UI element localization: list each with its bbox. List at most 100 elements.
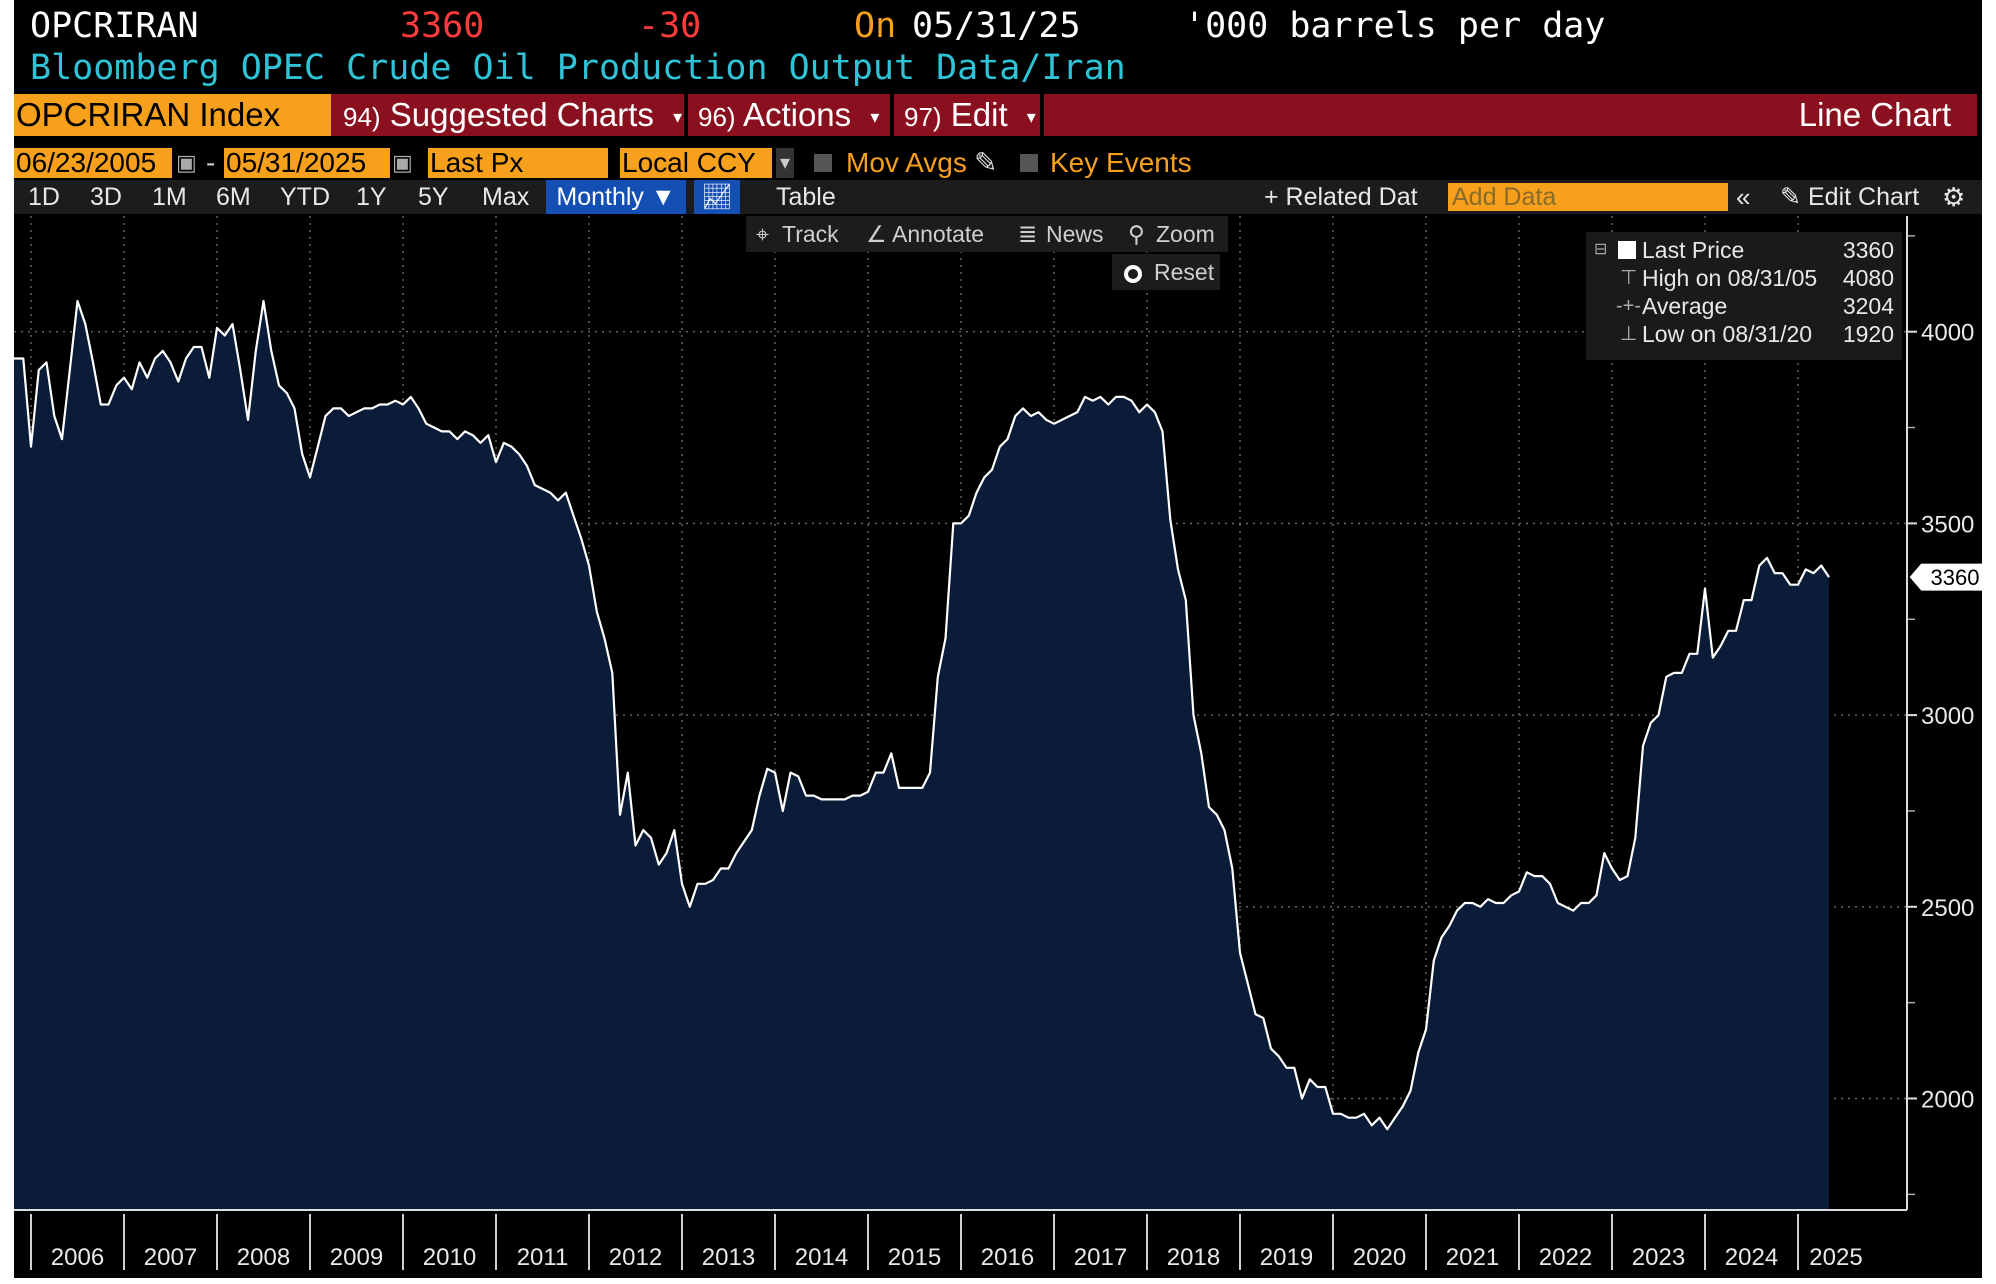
- header-row: OPCRIRAN 3360 -30 On 05/31/25 '000 barre…: [14, 6, 1982, 50]
- menu-label: Edit: [950, 96, 1008, 133]
- menu-label: Suggested Charts: [389, 96, 654, 133]
- key-events-label: Key Events: [1050, 147, 1192, 178]
- legend-high: ⊤ High on 08/31/05 4080: [1620, 265, 1894, 291]
- line-chart[interactable]: 2000 2500 3000 3500 4000 2006 2007 2008 2009 2010…: [14, 0, 1982, 1278]
- ticker-symbol: OPCRIRAN: [30, 6, 199, 46]
- news-tool[interactable]: News: [1046, 221, 1104, 247]
- menu-separator: [684, 94, 688, 136]
- period-6m[interactable]: 6M: [216, 183, 251, 211]
- menu-separator: [890, 94, 894, 136]
- menu-label: Actions: [742, 96, 852, 133]
- period-1d[interactable]: 1D: [28, 183, 60, 211]
- price-area: [14, 301, 1829, 1210]
- crosshair-icon: ⌖: [756, 221, 769, 247]
- x-tick-label: 2025: [1809, 1244, 1862, 1271]
- x-tick-label: 2013: [702, 1244, 755, 1271]
- mov-avgs-checkbox[interactable]: [814, 154, 832, 172]
- y-tick-label: 2500: [1921, 895, 1974, 922]
- y-tick-label: 3500: [1921, 511, 1974, 538]
- news-icon: ≣: [1018, 221, 1038, 247]
- x-tick-label: 2017: [1074, 1244, 1127, 1271]
- period-1y[interactable]: 1Y: [356, 183, 387, 211]
- last-value-tag: [1908, 562, 1982, 592]
- reset-label: Reset: [1154, 259, 1215, 285]
- suggested-charts-menu[interactable]: 94) Suggested Charts ▾: [343, 94, 682, 136]
- last-value: 3360: [400, 6, 485, 46]
- legend-last-price: ⊟ Last Price 3360: [1594, 237, 1894, 263]
- track-tool[interactable]: Track: [782, 221, 839, 247]
- date-range-dash: -: [206, 147, 216, 178]
- start-date-field[interactable]: 06/23/2005: [14, 148, 172, 178]
- add-data-input[interactable]: Add Data: [1448, 183, 1728, 211]
- currency-selector[interactable]: Local CCY: [620, 148, 772, 178]
- x-tick-label: 2011: [517, 1244, 569, 1271]
- menu-number: 94): [343, 102, 381, 132]
- period-1m[interactable]: 1M: [152, 183, 187, 211]
- average-marker-icon: -+-: [1616, 295, 1641, 317]
- calendar-icon[interactable]: ▣: [176, 150, 197, 175]
- annotate-icon: ∠: [866, 221, 887, 247]
- gear-icon[interactable]: ⚙: [1942, 182, 1966, 212]
- chart-tools: ⌖ Track ∠ Annotate ≣ News ⚲ Zoom: [746, 216, 1228, 252]
- period-3d[interactable]: 3D: [90, 183, 122, 211]
- chart-axes: 2000 2500 3000 3500 4000 2006 2007 2008 2009 2010…: [14, 216, 1982, 1271]
- x-tick-label: 2021: [1446, 1244, 1499, 1271]
- caret-down-icon: ▾: [673, 107, 683, 128]
- period-max[interactable]: Max: [482, 183, 530, 211]
- menu-separator: [1040, 94, 1044, 136]
- y-tick-label: 3000: [1921, 703, 1974, 730]
- y-tick-label: 4000: [1921, 320, 1974, 347]
- x-tick-label: 2009: [330, 1244, 383, 1271]
- legend-low: ⊥ Low on 08/31/20 1920: [1620, 321, 1894, 347]
- mov-avgs-label: Mov Avgs: [846, 147, 967, 178]
- high-marker-icon: ⊤: [1620, 267, 1638, 289]
- series-swatch: [1618, 241, 1636, 259]
- pencil-icon[interactable]: ✎: [974, 147, 998, 178]
- bloomberg-terminal-window: 2000 2500 3000 3500 4000 2006 2007 2008 2009 2010…: [14, 0, 1982, 1278]
- caret-down-icon: ▾: [870, 107, 880, 128]
- edit-menu[interactable]: 97) Edit ▾: [904, 94, 1036, 136]
- x-tick-label: 2022: [1539, 1244, 1592, 1271]
- period-ytd[interactable]: YTD: [280, 183, 330, 211]
- edit-chart-button[interactable]: Edit Chart: [1808, 183, 1920, 211]
- collapse-legend-icon[interactable]: ⊟: [1594, 241, 1608, 258]
- period-5y[interactable]: 5Y: [418, 183, 449, 211]
- security-field[interactable]: OPCRIRAN Index: [14, 94, 331, 136]
- chart-type-label[interactable]: Line Chart: [1798, 96, 1951, 133]
- x-tick-label: 2023: [1632, 1244, 1685, 1271]
- field-selector[interactable]: Last Px: [428, 148, 608, 178]
- x-tick-label: 2010: [423, 1244, 476, 1271]
- low-marker-icon: ⊥: [1620, 323, 1638, 345]
- related-data-button[interactable]: + Related Dat: [1264, 183, 1418, 211]
- actions-menu[interactable]: 96) Actions ▾: [698, 94, 879, 136]
- collapse-icon[interactable]: «: [1736, 182, 1751, 212]
- x-tick-label: 2015: [888, 1244, 941, 1271]
- magnifier-icon: ⚲: [1128, 221, 1145, 247]
- table-button[interactable]: Table: [776, 183, 836, 211]
- menu-number: 97): [904, 102, 942, 132]
- zoom-tool[interactable]: Zoom: [1156, 221, 1215, 247]
- x-tick-label: 2019: [1260, 1244, 1313, 1271]
- reset-button[interactable]: Reset: [1112, 254, 1220, 290]
- annotate-tool[interactable]: Annotate: [892, 221, 985, 247]
- frequency-dropdown[interactable]: Monthly ▼: [546, 180, 686, 214]
- end-date-field[interactable]: 05/31/2025: [224, 148, 390, 178]
- price-line: [14, 299, 1830, 1131]
- currency-dropdown-icon[interactable]: ▾: [776, 148, 795, 178]
- reset-icon: [1124, 264, 1142, 283]
- x-tick-label: 2020: [1353, 1244, 1406, 1271]
- x-tick-label: 2008: [237, 1244, 290, 1271]
- pencil-icon[interactable]: ✎: [1780, 183, 1801, 211]
- y-tick-label: 2000: [1921, 1087, 1974, 1114]
- calendar-icon[interactable]: ▣: [392, 150, 413, 175]
- units-label: '000 barrels per day: [1184, 6, 1606, 46]
- x-tick-label: 2018: [1167, 1244, 1220, 1271]
- x-tick-label: 2016: [981, 1244, 1034, 1271]
- x-tick-label: 2007: [144, 1244, 197, 1271]
- chart-legend[interactable]: ⊟ Last Price 3360 ⊤ High on 08/31/05 408…: [1586, 232, 1902, 360]
- x-tick-label: 2024: [1725, 1244, 1778, 1271]
- security-description: Bloomberg OPEC Crude Oil Production Outp…: [30, 48, 1126, 88]
- key-events-checkbox[interactable]: [1020, 154, 1038, 172]
- last-value-tag-label: 3360: [1931, 565, 1980, 590]
- line-chart-icon[interactable]: 📈︎: [694, 180, 740, 214]
